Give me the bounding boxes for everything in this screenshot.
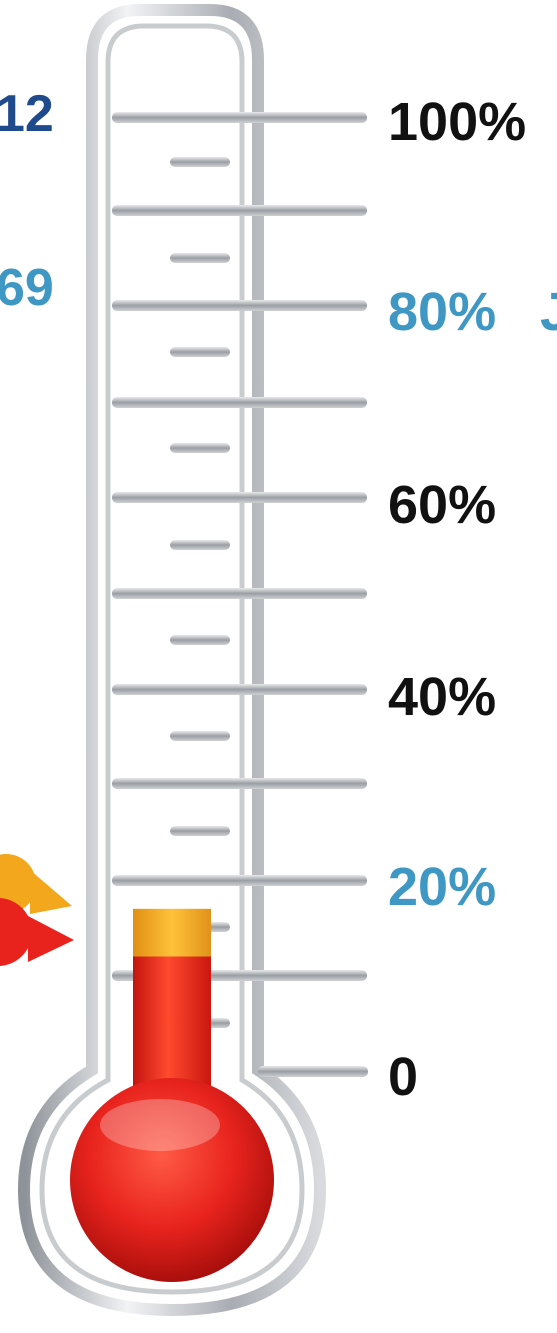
scale-label-80: 80% [388, 282, 497, 342]
right-edge-fragment: J [540, 282, 557, 342]
scale-label-0: 0 [388, 1047, 419, 1107]
red-pointer-marker [0, 898, 74, 966]
scale-label-100: 100% [388, 92, 527, 152]
mercury-orange-band [133, 908, 211, 961]
left-value-top: 12 [0, 85, 54, 143]
minor-ticks [170, 157, 230, 1028]
thermometer-outer-frame [17, 3, 327, 1317]
scale-label-40: 40% [388, 667, 497, 727]
thermometer-inner-frame [39, 23, 305, 1295]
scale-label-60: 60% [388, 475, 497, 535]
bulb-highlight [100, 1099, 220, 1151]
left-value-second: 69 [0, 259, 54, 317]
scale-label-20: 20% [388, 857, 497, 917]
orange-pointer-marker [0, 854, 72, 914]
mercury-bulb [70, 1078, 274, 1282]
